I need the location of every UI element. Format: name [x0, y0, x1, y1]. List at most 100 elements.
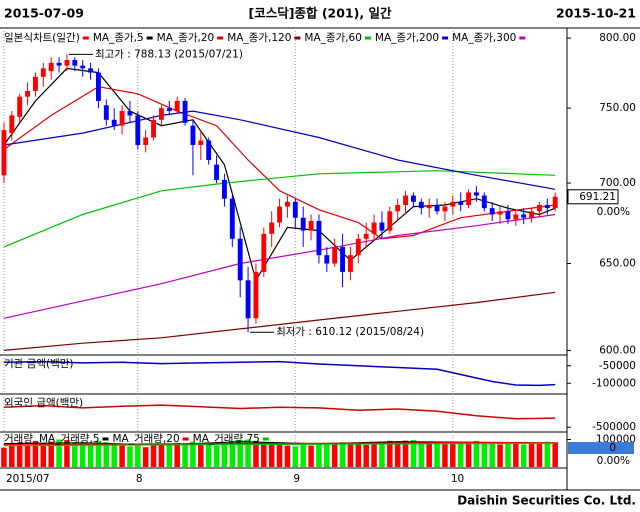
candle-body [253, 271, 259, 319]
volume-bar [520, 444, 527, 467]
volume-bar [387, 440, 393, 467]
candle-body [489, 208, 495, 215]
volume-bar [481, 442, 488, 467]
volume-bar [182, 445, 188, 467]
volume-bar [505, 443, 511, 467]
candle-body [198, 140, 204, 145]
candle-body [324, 255, 330, 264]
candle-body [80, 65, 86, 69]
panel [1, 432, 558, 468]
legend-label: MA_종가,300 [452, 32, 516, 44]
last-price: 691.21 [579, 191, 616, 203]
volume-bar [276, 445, 283, 467]
volume-bar [402, 440, 409, 467]
candle-body [269, 222, 275, 234]
x-tick-label: 8 [136, 473, 143, 485]
volume-bar [261, 442, 267, 467]
candle-body [316, 220, 322, 256]
volume-bar [544, 441, 551, 467]
volume-bar [552, 442, 558, 467]
volume-box-label: 0 [609, 442, 616, 454]
panel [1, 28, 558, 355]
volume-bar [158, 444, 165, 467]
volume-bar [339, 442, 346, 467]
y-tick-label: 700.00 [599, 177, 636, 189]
candle-body [64, 60, 70, 66]
candle-body [347, 255, 353, 272]
legend-label: MA_종가,120 [227, 32, 291, 44]
candle-body [434, 204, 440, 212]
volume-bar [48, 441, 54, 467]
candle-body [387, 211, 393, 231]
candle-body [72, 60, 78, 66]
volume-bar [331, 442, 338, 467]
volume-bar [426, 442, 432, 467]
candle-body [56, 62, 62, 66]
candle-body [17, 96, 23, 117]
volume-bar [213, 445, 220, 467]
candle-body [513, 214, 519, 220]
candle-body [143, 137, 149, 145]
legend-swatch [182, 437, 189, 441]
legend-swatch [146, 36, 153, 40]
legend-swatch [294, 36, 301, 40]
volume-bar [127, 446, 133, 467]
candle-body [473, 192, 479, 196]
y-tick-label: 600.00 [599, 344, 636, 356]
volume-box [568, 442, 634, 454]
panel-title: 기관 금액(백만) [4, 358, 74, 370]
legend-label: MA_종가,20 [157, 32, 215, 44]
candle-body [466, 192, 472, 205]
volume-bar [394, 442, 401, 467]
candle-body [32, 76, 38, 91]
ma-line [3, 291, 556, 351]
volume-bar [465, 441, 472, 467]
candle-body [355, 238, 361, 256]
candle-body [95, 72, 101, 101]
y-tick-label: 750.00 [599, 102, 636, 114]
candle-body [363, 233, 369, 239]
candle-body [214, 164, 220, 180]
candle-body [308, 220, 314, 231]
volume-bar [56, 439, 62, 467]
y-tick-label: -50000 [599, 360, 636, 372]
volume-bar [205, 445, 212, 467]
footer-brand: Daishin Securities Co. Ltd. [457, 494, 636, 508]
candle-body [536, 204, 542, 212]
candle-body [544, 204, 550, 209]
ma-line [3, 86, 556, 240]
volume-bar [442, 443, 448, 467]
volume-bar [79, 443, 86, 467]
volume-bar [198, 443, 204, 467]
candle-body [1, 130, 7, 176]
candle-body [458, 201, 464, 205]
volume-bar [300, 445, 306, 467]
candle-body [103, 105, 109, 120]
panel-title: 외국인 금액(백만) [4, 397, 83, 409]
last-price-box [567, 189, 619, 205]
volume-bar [347, 443, 354, 467]
candle-body [284, 201, 290, 207]
volume-bar [253, 440, 259, 467]
volume-bar [528, 443, 535, 467]
candle-body [450, 201, 456, 207]
flow-line [3, 404, 556, 420]
volume-bar [418, 441, 425, 467]
legend-label: MA_거래량,75 [193, 433, 260, 445]
volume-bar [24, 445, 31, 467]
legend-swatch [217, 36, 224, 40]
ma-line [3, 213, 556, 319]
candle-body [505, 211, 511, 220]
volume-bar [87, 445, 94, 467]
candle-body [190, 125, 196, 145]
volume-bar [16, 442, 23, 467]
end-date: 2015-10-21 [556, 6, 636, 21]
volume-bar [434, 442, 440, 467]
candle-body [206, 140, 212, 161]
volume-bar [292, 446, 299, 467]
volume-bar [32, 440, 39, 467]
ma-line [3, 110, 556, 190]
volume-bar [237, 440, 243, 467]
volume-bar [174, 442, 180, 467]
